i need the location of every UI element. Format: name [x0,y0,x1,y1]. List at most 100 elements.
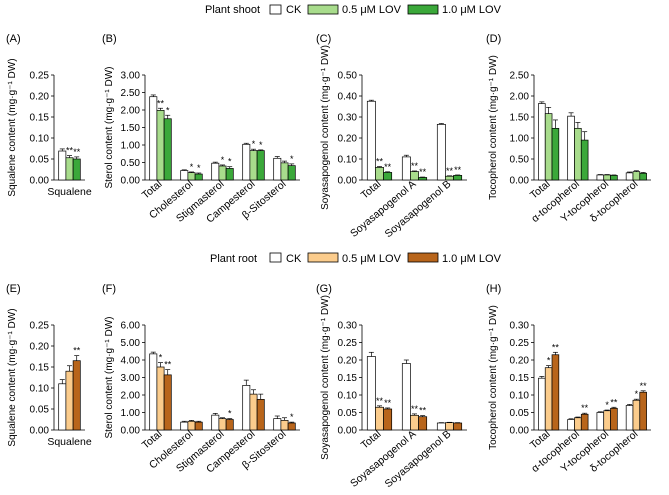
significance-mark: ** [552,342,560,352]
panel-a: (A) Squalene content (mg·g⁻¹ DW) 0.00 0.05 0… [6,33,92,198]
bar [639,391,647,431]
bar [625,405,634,431]
y-tick-label: 0.30 [338,321,358,332]
y-tick-label: 0.05 [338,408,358,419]
panel-label: (C) [316,33,331,45]
y-tick-label: 0.10 [30,384,50,395]
y-tick-label: 2.00 [510,92,530,103]
bar [65,157,74,181]
y-tick-label: 0.50 [121,158,141,169]
x-tick-label: Squalene [47,186,92,198]
significance-mark: * [197,163,201,173]
legend-top-swatch-low [307,4,339,15]
y-tick-label: 0.10 [510,391,530,402]
x-tick-label: Total [359,178,384,201]
bar [639,172,647,181]
bar [551,354,560,431]
significance-mark: * [228,157,232,167]
y-tick-label: 0.20 [30,92,50,103]
y-tick-label: 0.05 [30,405,50,416]
bar [580,139,589,181]
panel-label: (F) [102,283,116,295]
y-tick-label: 0.00 [338,176,358,187]
bar [163,374,172,431]
bar [603,410,611,431]
significance-mark: ** [66,146,74,156]
significance-mark: * [159,353,163,363]
bar [383,408,393,431]
panel-label: (D) [486,33,501,45]
significance-mark: ** [157,98,165,108]
bar [242,143,251,181]
bar [218,418,227,431]
panel-label: (G) [316,283,332,295]
panel-d: (D) Tocopherol content (mg·g⁻¹ DW) 0.00 0.5… [486,33,651,225]
significance-mark: ** [419,167,427,177]
bar [436,123,446,181]
y-tick-label: 0.15 [510,373,530,384]
x-tick-label: Total [140,178,165,201]
significance-mark: ** [376,396,384,406]
panel-h: (H) Tocopherol content (mg·g⁻¹ DW) 0.00 0.0… [486,283,651,475]
significance-mark: ** [454,165,462,175]
y-tick-label: 0.10 [30,134,50,145]
significance-mark: ** [610,397,618,407]
y-tick-label: 2.50 [510,71,530,82]
y-tick-label: 0.00 [338,426,358,437]
bar [603,174,611,181]
y-tick-label: 0.15 [30,363,50,374]
bar [187,420,196,431]
significance-mark: * [221,155,225,165]
y-tick-label: 1.00 [121,408,141,419]
significance-mark: ** [376,157,384,167]
y-tick-label: 0.50 [510,155,530,166]
bar [445,422,454,431]
panel-label: (H) [486,283,501,295]
y-tick-label: 0.15 [338,373,358,384]
y-tick-label: 1.00 [510,134,530,145]
y-tick-label: 0.25 [30,321,50,332]
y-tick-label: 0.25 [338,338,358,349]
bar [287,422,296,431]
significance-mark: * [635,389,639,399]
y-tick-label: 3.00 [121,373,141,384]
y-tick-label: 0.20 [338,134,358,145]
y-axis-label: Squalene content (mg·g⁻¹ DW) [7,58,18,196]
significance-mark: * [547,356,551,366]
y-tick-label: 0.05 [30,155,50,166]
legend-bottom-swatch-ck [269,252,282,263]
y-tick-label: 0.10 [338,391,358,402]
bar [287,165,296,181]
y-axis-label: Squalene content (mg·g⁻¹ DW) [7,308,18,446]
bar [544,367,553,431]
bar [375,167,384,181]
y-tick-label: 0.05 [510,408,530,419]
bar [366,356,376,431]
panel-label: (E) [6,283,21,295]
panel-label: (B) [102,33,117,45]
significance-mark: * [290,412,294,422]
bar [544,113,553,181]
bar [610,407,618,431]
x-tick-label: Squalene [47,436,92,448]
bar [194,173,203,181]
bar [58,383,67,431]
bar [375,406,384,431]
y-tick-label: 1.50 [121,123,141,134]
y-tick-label: 0.00 [121,176,141,187]
x-tick-label: Total [359,428,384,451]
y-tick-label: 0.25 [510,338,530,349]
y-axis-label: Soyasapogenol content (mg·g⁻¹ DW) [320,45,331,210]
legend-bottom-swatch-high [407,252,439,263]
legend-bottom-label-low: 0.5 μM LOV [342,253,402,265]
y-tick-label: 0.20 [510,356,530,367]
y-tick-label: 0.50 [338,71,358,82]
y-tick-label: 0.20 [30,342,50,353]
bar [156,366,165,431]
y-tick-label: 2.00 [121,106,141,117]
significance-mark: ** [446,166,454,176]
significance-mark: * [228,409,232,419]
y-tick-label: 0.00 [121,426,141,437]
bar [574,417,582,431]
